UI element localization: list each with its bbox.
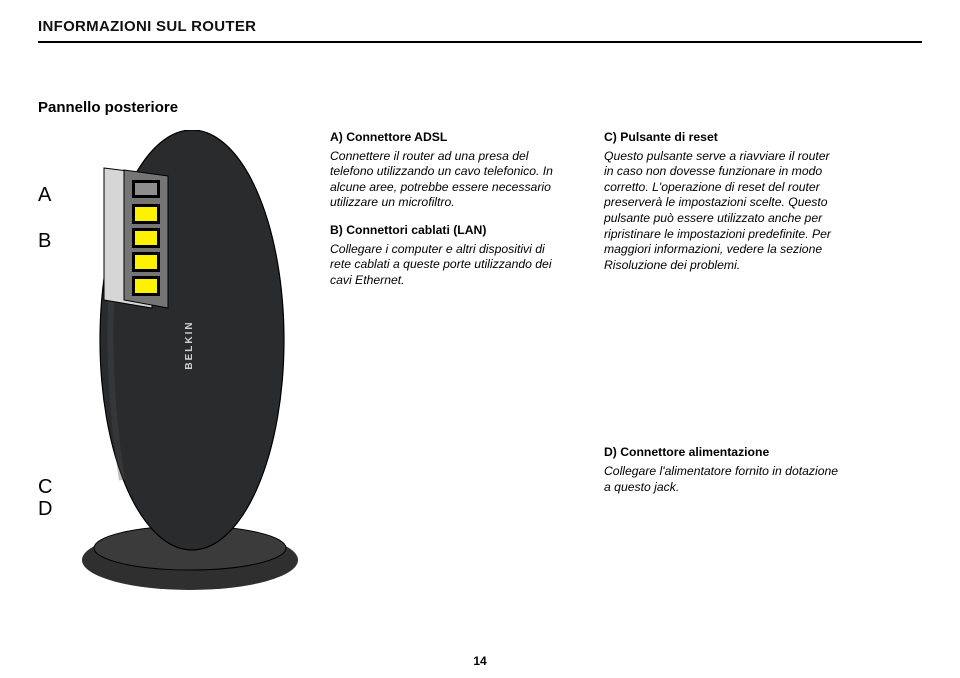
section-a-title: A) Connettore ADSL xyxy=(330,130,568,146)
text-columns: A) Connettore ADSL Connettere il router … xyxy=(330,130,922,507)
port-lan-2 xyxy=(132,228,160,248)
section-b-title: B) Connettori cablati (LAN) xyxy=(330,223,568,239)
section-d-title: D) Connettore alimentazione xyxy=(604,445,842,461)
column-gap xyxy=(604,285,842,445)
port-lan-4 xyxy=(132,276,160,296)
section-a-body: Connettere il router ad una presa del te… xyxy=(330,149,568,211)
column-1: A) Connettore ADSL Connettere il router … xyxy=(330,130,568,507)
section-c-body: Questo pulsante serve a riavviare il rou… xyxy=(604,149,842,274)
port-lan-3 xyxy=(132,252,160,272)
section-c-title: C) Pulsante di reset xyxy=(604,130,842,146)
page-number: 14 xyxy=(473,654,486,668)
label-d: D xyxy=(38,498,52,521)
page-header: INFORMAZIONI SUL ROUTER xyxy=(38,18,922,35)
section-b-body: Collegare i computer e altri dispositivi… xyxy=(330,242,568,289)
port-lan-1 xyxy=(132,204,160,224)
brand-text: BELKIN xyxy=(184,320,195,369)
content-row: A B C D xyxy=(38,130,922,610)
label-a: A xyxy=(38,184,51,207)
router-illustration: BELKIN xyxy=(60,130,310,610)
column-2: C) Pulsante di reset Questo pulsante ser… xyxy=(604,130,842,507)
header-rule xyxy=(38,41,922,43)
label-b: B xyxy=(38,230,51,253)
subheading: Pannello posteriore xyxy=(38,99,922,116)
section-d-body: Collegare l'alimentatore fornito in dota… xyxy=(604,464,842,495)
router-svg: BELKIN xyxy=(60,130,310,610)
label-c: C xyxy=(38,476,52,499)
port-wan xyxy=(132,180,160,198)
side-labels: A B C D xyxy=(38,130,60,590)
